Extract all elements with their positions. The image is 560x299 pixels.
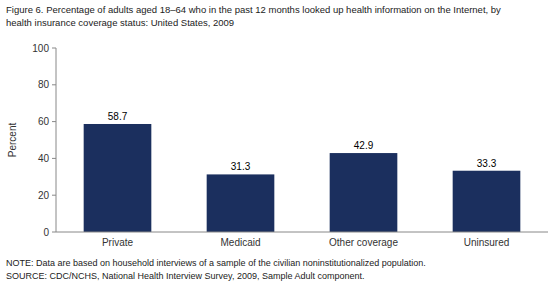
x-tick-label: Private xyxy=(102,237,134,248)
note: SOURCE: CDC/NCHS, National Health Interv… xyxy=(6,271,365,281)
y-tick xyxy=(52,158,56,159)
y-tick xyxy=(52,48,56,49)
title: Figure 6. Percentage of adults aged 18–6… xyxy=(6,4,501,15)
x-tick-label: Medicaid xyxy=(220,237,260,248)
data-labels: 58.7 31.3 42.9 33.3 xyxy=(108,111,497,172)
x-axis-line xyxy=(56,232,548,233)
y-tick-label: 20 xyxy=(38,190,50,201)
note: NOTE: Data are based on household interv… xyxy=(6,258,426,268)
y-tick-label: 40 xyxy=(38,153,50,164)
data-label: 31.3 xyxy=(231,161,251,172)
data-label: 58.7 xyxy=(108,111,128,122)
bar xyxy=(453,171,521,232)
y-tick xyxy=(52,121,56,122)
y-axis: 0 20 40 60 80 100 xyxy=(32,43,56,238)
data-label: 33.3 xyxy=(477,158,497,169)
y-tick xyxy=(52,232,56,233)
y-tick-label: 0 xyxy=(43,227,49,238)
y-tick-label: 60 xyxy=(38,116,50,127)
x-tick-label: Other coverage xyxy=(329,237,398,248)
bars xyxy=(84,124,521,232)
y-tick-label: 80 xyxy=(38,79,50,90)
y-axis-line xyxy=(56,48,57,232)
data-label: 42.9 xyxy=(354,140,374,151)
bar xyxy=(207,174,275,232)
y-tick-label: 100 xyxy=(32,43,49,54)
bar xyxy=(330,153,398,232)
y-axis-label: Percent xyxy=(7,123,18,158)
bar xyxy=(84,124,152,232)
y-tick xyxy=(52,195,56,196)
x-axis: Private Medicaid Other coverage Uninsured xyxy=(102,237,509,248)
x-tick-label: Uninsured xyxy=(464,237,510,248)
subtitle: health insurance coverage status: United… xyxy=(6,17,234,28)
y-tick xyxy=(52,84,56,85)
chart: Figure 6. Percentage of adults aged 18–6… xyxy=(0,0,560,299)
